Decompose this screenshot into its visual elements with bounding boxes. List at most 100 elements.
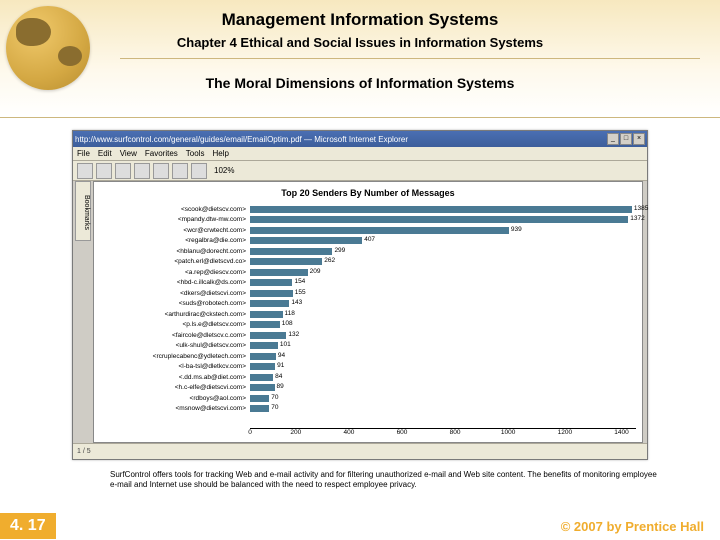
bar-row: <dkers@dietscvi.com>155 (100, 288, 636, 299)
xaxis-tick: 400 (343, 429, 354, 440)
copyright: © 2007 by Prentice Hall (561, 519, 720, 534)
bar-value: 143 (289, 299, 302, 306)
chart-xaxis: 0200400600800100012001400 (250, 428, 636, 440)
bar-label: <dkers@dietscvi.com> (100, 290, 250, 297)
window-title: http://www.surfcontrol.com/general/guide… (75, 135, 408, 144)
bar-value: 209 (308, 268, 321, 275)
bar-value: 91 (275, 362, 284, 369)
browser-screenshot: http://www.surfcontrol.com/general/guide… (72, 130, 648, 460)
bar-row: <p.ls.e@dletscv.com>108 (100, 320, 636, 331)
bar-row: <.dd.ms.ab@diet.com> 84 (100, 372, 636, 383)
bar-row: <patch.erl@dletscvd.co> 262 (100, 257, 636, 268)
window-titlebar: http://www.surfcontrol.com/general/guide… (73, 131, 647, 147)
statusbar: 1 / 5 (73, 443, 647, 459)
divider-rule (120, 58, 700, 59)
bar-label: <faircole@dletscv.c.com> (100, 332, 250, 339)
bar-value: 299 (332, 247, 345, 254)
page-indicator: 1 / 5 (77, 448, 91, 455)
bar-value: 154 (292, 278, 305, 285)
bar-row: <arthurdirac@ckstech.com>118 (100, 309, 636, 320)
bar-label: <mpandy.dtw-mw.com> (100, 216, 250, 223)
bar-row: <msnow@dietscvi.com> 70 (100, 404, 636, 415)
bar-row: <suds@robotech.com>143 (100, 299, 636, 310)
bar-row: <ulk-shul@dietscv.com> 101 (100, 341, 636, 352)
hand-icon[interactable] (153, 163, 169, 179)
menu-item[interactable]: Edit (98, 149, 112, 158)
bar-label: <hbd-c.illcalk@ds.com> (100, 279, 250, 286)
xaxis-tick: 200 (290, 429, 301, 440)
menu-item[interactable]: Tools (186, 149, 205, 158)
bar-fill (250, 290, 293, 297)
bar-value: 1385 (632, 205, 648, 212)
mail-icon[interactable] (115, 163, 131, 179)
bar-label: <rdboys@aol.com> (100, 395, 250, 402)
bar-label: <p.ls.e@dletscv.com> (100, 321, 250, 328)
bar-row: <faircole@dletscv.c.com> 132 (100, 330, 636, 341)
menu-item[interactable]: Help (212, 149, 228, 158)
menu-item[interactable]: File (77, 149, 90, 158)
bar-value: 70 (269, 404, 278, 411)
bar-row: <mpandy.dtw-mw.com>1372 (100, 215, 636, 226)
bar-value: 407 (362, 236, 375, 243)
section-subtitle: The Moral Dimensions of Information Syst… (0, 75, 720, 91)
xaxis-tick: 800 (450, 429, 461, 440)
bar-row: <hblanu@dorecht.com> 299 (100, 246, 636, 257)
bar-value: 84 (273, 373, 282, 380)
bar-value: 101 (278, 341, 291, 348)
bar-fill (250, 395, 269, 402)
zoom-in-icon[interactable] (172, 163, 188, 179)
bar-label: <hblanu@dorecht.com> (100, 248, 250, 255)
bar-row: <a.rep@diescv.com>209 (100, 267, 636, 278)
menu-item[interactable]: View (120, 149, 137, 158)
bar-value: 70 (269, 394, 278, 401)
bar-fill (250, 384, 275, 391)
bar-label: <msnow@dietscvi.com> (100, 405, 250, 412)
figure-caption: SurfControl offers tools for tracking We… (110, 470, 660, 490)
bar-label: <ulk-shul@dietscv.com> (100, 342, 250, 349)
bar-fill (250, 279, 292, 286)
bar-value: 1372 (628, 215, 644, 222)
chapter-line: Chapter 4 Ethical and Social Issues in I… (0, 35, 720, 50)
bar-row: <l-ba-tsl@dletkcv.com> 91 (100, 362, 636, 373)
xaxis-tick: 1000 (501, 429, 515, 440)
chart-title: Top 20 Senders By Number of Messages (94, 182, 642, 202)
bar-label: <.dd.ms.ab@diet.com> (100, 374, 250, 381)
bar-label: <l-ba-tsl@dletkcv.com> (100, 363, 250, 370)
bar-fill (250, 248, 332, 255)
bar-label: <patch.erl@dletscvd.co> (100, 258, 250, 265)
bar-fill (250, 405, 269, 412)
bar-fill (250, 258, 322, 265)
bar-fill (250, 227, 509, 234)
menu-item[interactable]: Favorites (145, 149, 178, 158)
bar-label: <regalbra@die.com> (100, 237, 250, 244)
bar-value: 94 (276, 352, 285, 359)
bar-row: <hbd-c.illcalk@ds.com> 154 (100, 278, 636, 289)
xaxis-tick: 1200 (558, 429, 572, 440)
xaxis-tick: 1400 (614, 429, 628, 440)
bar-label: <arthurdirac@ckstech.com> (100, 311, 250, 318)
print-icon[interactable] (96, 163, 112, 179)
bar-fill (250, 363, 275, 370)
page-number: 4. 17 (0, 513, 56, 539)
maximize-icon[interactable]: □ (620, 133, 632, 145)
zoom-out-icon[interactable] (191, 163, 207, 179)
bookmarks-tab[interactable]: Bookmarks (75, 181, 91, 241)
bar-label: <h.c-elfe@dietscvi.com> (100, 384, 250, 391)
bar-value: 262 (322, 257, 335, 264)
search-icon[interactable] (134, 163, 150, 179)
save-icon[interactable] (77, 163, 93, 179)
menubar: File Edit View Favorites Tools Help (73, 147, 647, 161)
bar-row: <wcr@crwtecht.com>939 (100, 225, 636, 236)
slide-title: Management Information Systems (0, 10, 720, 30)
bar-fill (250, 216, 628, 223)
toolbar: 102% (73, 161, 647, 181)
bar-fill (250, 269, 308, 276)
close-icon[interactable]: × (633, 133, 645, 145)
slide-footer: 4. 17 © 2007 by Prentice Hall (0, 512, 720, 540)
minimize-icon[interactable]: _ (607, 133, 619, 145)
bar-fill (250, 237, 362, 244)
bar-fill (250, 332, 286, 339)
zoom-level: 102% (214, 166, 234, 175)
window-controls: _ □ × (607, 133, 645, 145)
bar-value: 132 (286, 331, 299, 338)
